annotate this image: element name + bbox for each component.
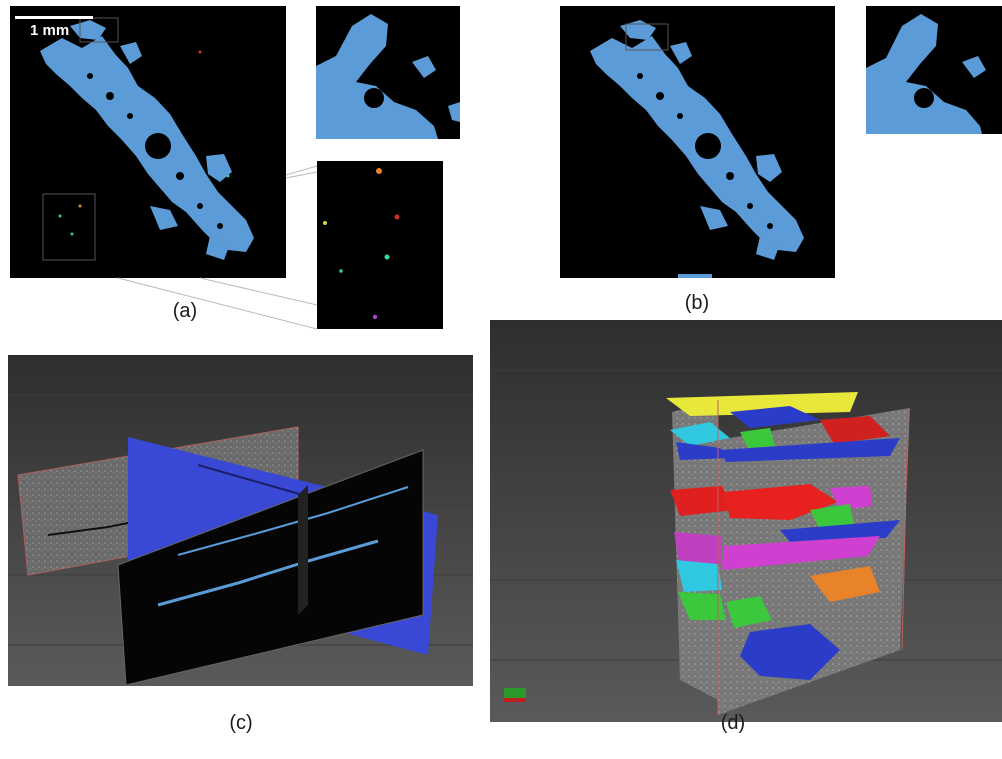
cylinder-render bbox=[490, 320, 1002, 722]
inset-top-image bbox=[316, 6, 460, 139]
panel-c-3d-orthoslices bbox=[8, 355, 473, 686]
pore-segmentation-slice-b bbox=[560, 6, 835, 278]
panel-b-main-image bbox=[560, 6, 835, 278]
panel-a-main-image: 1 mm bbox=[10, 6, 286, 278]
panel-a-inset-bottom bbox=[317, 161, 443, 329]
scale-bar bbox=[15, 16, 93, 19]
inset-b-image bbox=[866, 6, 1002, 134]
panel-a-inset-top bbox=[316, 6, 460, 139]
panel-d-3d-pore-rendering bbox=[490, 320, 1002, 722]
caption-a: (a) bbox=[172, 300, 198, 322]
caption-b: (b) bbox=[684, 292, 710, 314]
panel-b-inset-top bbox=[866, 6, 1002, 134]
caption-d: (d) bbox=[720, 712, 746, 734]
pore-segmentation-slice-a bbox=[10, 6, 286, 278]
scale-bar-label: 1 mm bbox=[30, 22, 70, 39]
orthoslice-render bbox=[8, 355, 473, 686]
inset-bottom-image bbox=[317, 161, 443, 329]
caption-c: (c) bbox=[229, 712, 253, 734]
